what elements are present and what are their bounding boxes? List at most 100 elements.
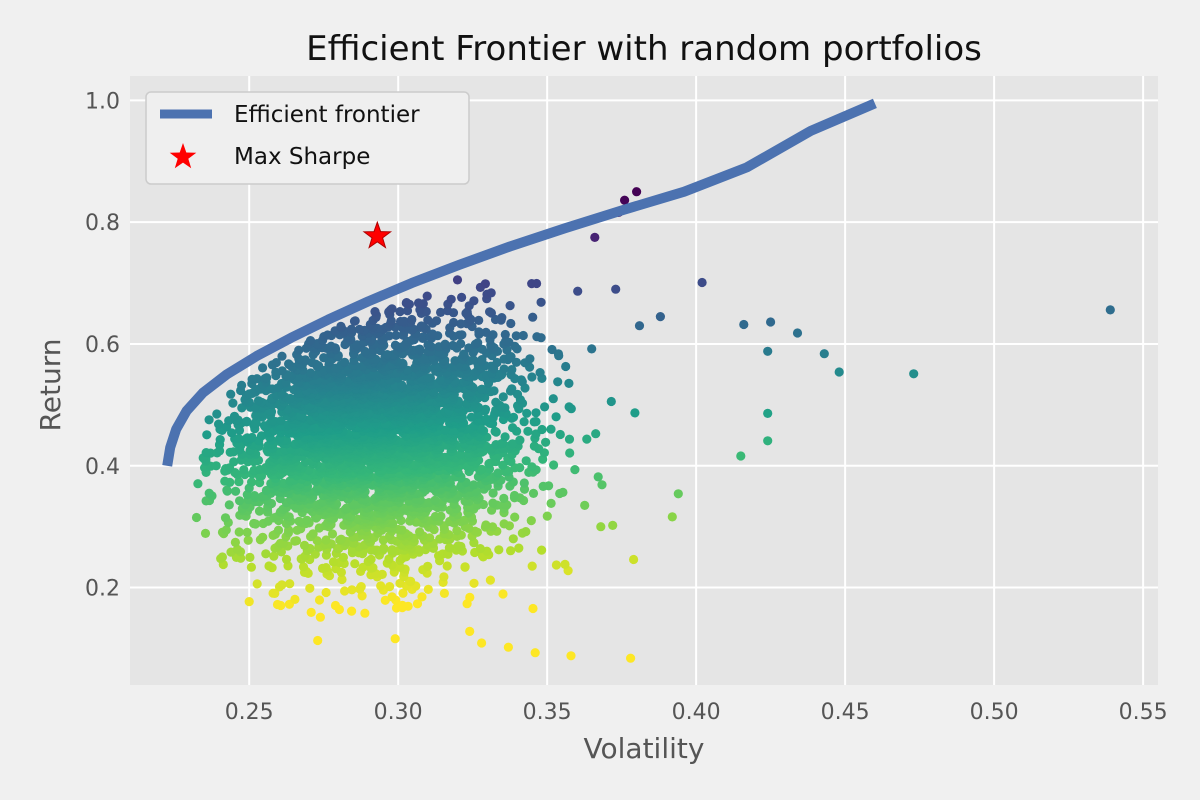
portfolio-point [387,545,397,555]
portfolio-point [390,340,400,350]
portfolio-point [380,595,390,605]
portfolio-point [306,607,316,618]
portfolio-point [546,424,556,434]
portfolio-point [407,314,417,325]
portfolio-point [402,298,412,308]
portfolio-point [415,344,425,354]
portfolio-point [261,549,271,559]
portfolio-point [655,312,666,322]
portfolio-point [269,551,279,561]
portfolio-point [473,338,483,348]
portfolio-point [523,426,533,436]
portfolio-point [460,562,470,572]
portfolio-point [506,546,516,556]
portfolio-point [391,330,401,340]
portfolio-point [498,392,508,402]
portfolio-point [254,506,265,516]
portfolio-point [212,409,222,419]
portfolio-point [224,500,234,510]
portfolio-point [469,296,479,306]
portfolio-point [736,451,746,461]
frontier-layer [162,98,877,467]
portfolio-point [430,495,440,505]
portfolio-point [340,357,350,367]
portfolio-point [555,429,565,440]
portfolio-point [431,316,442,326]
portfolio-point [551,560,562,570]
portfolio-point [510,512,520,522]
portfolio-point [244,597,254,607]
portfolio-point [477,355,487,365]
portfolio-point [530,648,540,658]
portfolio-point [457,330,467,340]
portfolio-point [261,485,271,496]
portfolio-point [570,465,580,475]
portfolio-point [632,187,642,197]
portfolio-point [449,317,459,328]
portfolio-point [353,514,363,524]
portfolio-point [481,414,491,424]
portfolio-point [356,582,366,592]
portfolio-point [277,351,287,361]
portfolio-point [387,304,397,314]
portfolio-point [398,588,408,598]
portfolio-point [308,529,318,539]
portfolio-point [399,316,409,326]
portfolio-point [506,352,516,362]
portfolio-point [376,581,386,591]
portfolio-point [766,317,776,327]
portfolio-point [239,465,249,475]
portfolio-point [456,339,466,349]
portfolio-point [253,396,264,406]
portfolio-point [222,485,232,495]
portfolio-point [499,493,509,503]
y-tick-label: 1.0 [85,89,120,114]
portfolio-point [519,417,529,427]
portfolio-point [200,528,211,539]
portfolio-point [229,457,239,467]
portfolio-point [507,439,518,449]
portfolio-point [305,336,316,346]
portfolio-point [413,298,424,308]
legend-max-sharpe-label: Max Sharpe [234,144,370,170]
portfolio-point [505,301,515,311]
portfolio-point [547,344,557,355]
portfolio-point [465,626,475,637]
portfolio-point [326,341,336,351]
portfolio-point [497,313,507,323]
portfolio-point [819,349,829,359]
portfolio-point [573,286,583,296]
portfolio-point [321,587,331,598]
portfolio-point [697,277,707,288]
x-tick-label: 0.45 [821,700,870,725]
portfolio-point [606,396,616,407]
portfolio-point [423,315,433,325]
portfolio-point [276,416,286,426]
portfolio-point [511,331,521,341]
portfolio-point [338,552,348,563]
portfolio-point [488,498,498,508]
portfolio-point [558,487,568,497]
portfolio-point [452,526,462,536]
portfolio-point [564,434,575,444]
portfolio-point [271,358,281,368]
portfolio-point [313,635,323,646]
portfolio-point [909,369,919,379]
portfolio-point [340,586,350,596]
portfolio-point [528,488,539,498]
portfolio-point [215,435,225,445]
portfolio-point [489,386,499,396]
portfolio-point [512,389,523,399]
portfolio-scatter [191,187,1115,663]
portfolio-point [620,195,630,205]
portfolio-point [542,511,552,521]
portfolio-point [507,384,517,394]
portfolio-point [528,603,538,614]
portfolio-point [488,488,498,498]
portfolio-point [469,355,479,365]
portfolio-point [500,432,510,442]
portfolio-point [491,397,501,407]
portfolio-point [232,544,242,555]
portfolio-point [302,515,312,525]
portfolio-point [593,472,603,482]
